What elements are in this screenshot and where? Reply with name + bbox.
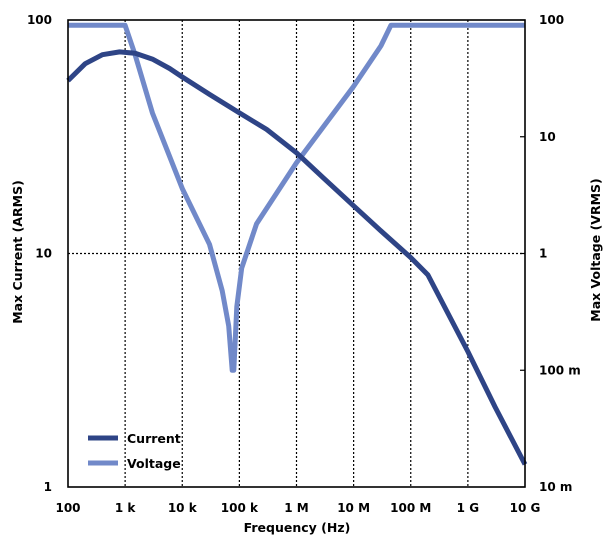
- x-tick-label: 100 M: [390, 501, 431, 515]
- x-tick-label: 1 G: [457, 501, 479, 515]
- y-right-tick-label: 1: [539, 247, 547, 261]
- x-tick-label: 10 M: [337, 501, 370, 515]
- y-left-tick-label: 100: [27, 13, 52, 27]
- legend-label-voltage: Voltage: [127, 456, 181, 471]
- y-right-tick-labels: 10 m 100 m 1 10 100: [539, 13, 581, 494]
- x-tick-label: 10 G: [510, 501, 541, 515]
- x-tick-label: 1 M: [284, 501, 308, 515]
- x-tick-label: 100: [55, 501, 80, 515]
- y-right-tick-label: 100: [539, 13, 564, 27]
- series-line-current: [66, 49, 528, 466]
- series-line-voltage: [68, 22, 525, 373]
- y-right-tick-label: 100 m: [539, 363, 581, 377]
- x-tick-label: 100 k: [221, 501, 259, 515]
- y-right-axis-title: Max Voltage (VRMS): [588, 178, 603, 322]
- x-axis-title: Frequency (Hz): [244, 520, 351, 535]
- legend: Current Voltage: [88, 431, 181, 471]
- legend-label-current: Current: [127, 431, 181, 446]
- x-tick-labels: 100 1 k 10 k 100 k 1 M 10 M 100 M 1 G 10 G: [55, 501, 540, 515]
- y-left-tick-label: 10: [35, 247, 52, 261]
- series-layer: [66, 22, 528, 466]
- x-tick-label: 1 k: [115, 501, 137, 515]
- y-right-tick-label: 10 m: [539, 480, 572, 494]
- y-left-tick-labels: 1 10 100: [27, 13, 52, 494]
- y-left-axis-title: Max Current (ARMS): [10, 180, 25, 324]
- plot-frame: [67, 19, 526, 488]
- grid-lines: [68, 19, 525, 488]
- x-tick-label: 10 k: [168, 501, 198, 515]
- y-right-tick-label: 10: [539, 130, 556, 144]
- y-left-tick-label: 1: [44, 480, 52, 494]
